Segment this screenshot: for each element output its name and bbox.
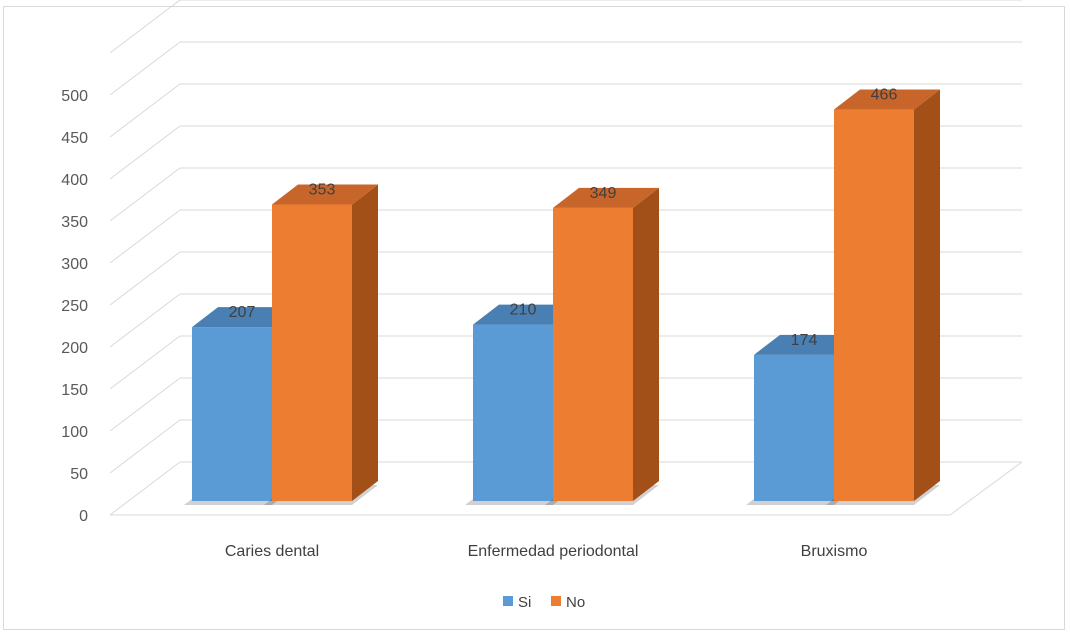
bar-top [553, 187, 659, 208]
y-tick-label: 450 [61, 130, 88, 147]
data-label: 349 [590, 185, 617, 202]
bar [192, 327, 272, 501]
bar [473, 324, 553, 501]
y-tick-label: 100 [61, 424, 88, 441]
data-label: 174 [791, 332, 818, 349]
y-tick-label: 150 [61, 382, 88, 399]
gridline-side [109, 335, 181, 390]
gridline-side [109, 41, 181, 96]
y-tick-label: 350 [61, 214, 88, 231]
y-tick-label: 500 [61, 88, 88, 105]
y-tick-label: 0 [79, 508, 88, 525]
y-tick-label: 250 [61, 298, 88, 315]
bar-top [754, 334, 860, 355]
y-tick-label: 200 [61, 340, 88, 357]
x-tick-label: Enfermedad periodontal [468, 543, 639, 560]
bar [834, 109, 914, 501]
bar-side [352, 184, 378, 502]
gridline-side [109, 251, 181, 306]
legend-swatch [551, 596, 561, 606]
x-tick-label: Caries dental [225, 543, 319, 560]
x-tick-label: Bruxismo [801, 543, 868, 560]
bar [272, 204, 352, 502]
gridline-side [109, 0, 181, 54]
bar [553, 207, 633, 501]
bar-side [914, 89, 940, 501]
bar-top [192, 307, 298, 328]
y-tick-label: 400 [61, 172, 88, 189]
bar-top [834, 89, 940, 110]
bar-side [633, 187, 659, 501]
bar-top [272, 184, 378, 205]
floor-edge-side [949, 461, 1023, 516]
data-label: 207 [229, 304, 256, 321]
gridline-side [109, 293, 181, 348]
y-tick-label: 300 [61, 256, 88, 273]
bar-top [473, 304, 579, 325]
gridline-side [109, 125, 181, 180]
legend-swatch [503, 596, 513, 606]
y-tick-label: 50 [70, 466, 88, 483]
data-label: 466 [871, 87, 898, 104]
gridline-side [109, 461, 181, 516]
bar [754, 354, 834, 501]
legend-label: Si [518, 594, 531, 611]
gridline-side [109, 209, 181, 264]
legend-label: No [566, 594, 585, 611]
data-label: 210 [510, 302, 537, 319]
gridline-side [109, 377, 181, 432]
gridline-side [109, 83, 181, 138]
gridline-side [109, 419, 181, 474]
data-label: 353 [309, 181, 336, 198]
gridline-side [109, 167, 181, 222]
